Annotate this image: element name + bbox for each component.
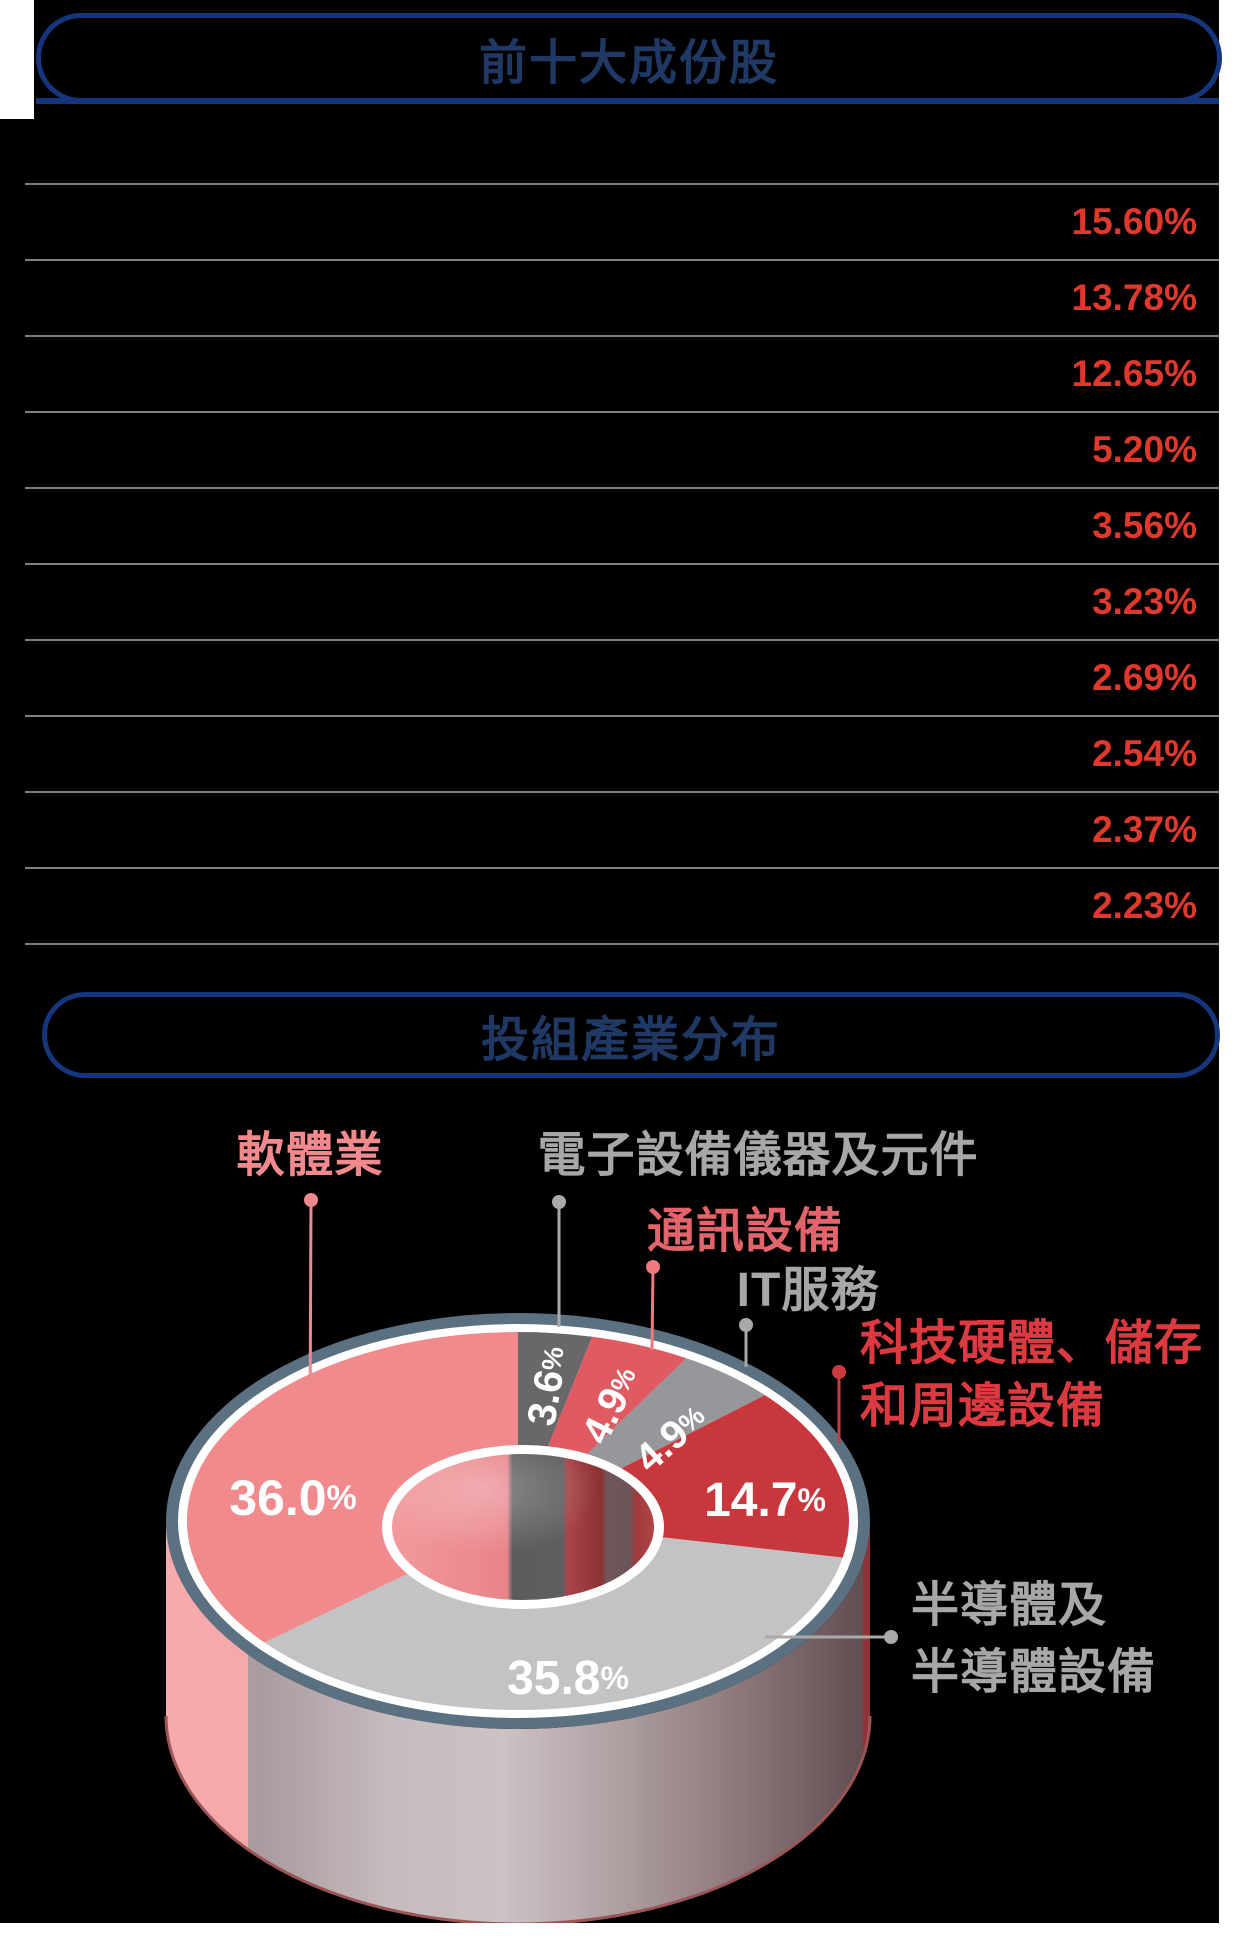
table-row: 2.37%: [25, 791, 1219, 867]
slice-software: [186, 1332, 518, 1643]
dot-semiconductors: [884, 1630, 898, 1644]
label-electronic-equipment: 電子設備儀器及元件: [537, 1129, 979, 1182]
value-semiconductors: 35.8%: [507, 1652, 629, 1705]
holding-weight: 2.69%: [1092, 657, 1197, 698]
holding-weight: 2.23%: [1092, 885, 1197, 926]
table-row: 12.65%: [25, 335, 1219, 411]
holdings-header-underline: [36, 98, 1219, 104]
table-row: 13.78%: [25, 259, 1219, 335]
table-row: 5.20%: [25, 411, 1219, 487]
table-row: 2.54%: [25, 715, 1219, 791]
table-row: 3.56%: [25, 487, 1219, 563]
leader-communications-equipment: [650, 1266, 655, 1351]
value-electronic-equipment: 3.6%: [519, 1343, 576, 1429]
holding-weight: 12.65%: [1071, 353, 1198, 394]
dot-software: [304, 1193, 318, 1207]
dot-electronic-equipment: [552, 1195, 566, 1209]
value-tech-hardware: 14.7%: [704, 1474, 826, 1527]
holding-weight: 2.54%: [1092, 733, 1197, 774]
holding-weight: 3.56%: [1092, 505, 1197, 546]
label-communications-equipment: 通訊設備: [646, 1205, 844, 1258]
donut-hole-highlight: [392, 1454, 654, 1600]
label-semiconductors-line1: 半導體及: [911, 1579, 1108, 1632]
donut-bottom-edge: [164, 1715, 872, 1923]
table-row: 2.69%: [25, 639, 1219, 715]
label-semiconductors-line2: 半導體設備: [911, 1646, 1157, 1699]
dot-it-services: [739, 1318, 753, 1332]
label-tech-hardware-line1: 科技硬體、儲存: [860, 1317, 1204, 1370]
holding-weight: 3.23%: [1092, 581, 1197, 622]
slice-semiconductors: [264, 1521, 843, 1711]
holding-weight: 2.37%: [1092, 809, 1197, 850]
label-software: 軟體業: [236, 1129, 384, 1182]
label-it-services: IT服務: [736, 1264, 880, 1317]
section-industry-header: 投組產業分布: [42, 992, 1220, 1078]
page-margin-notch: [0, 0, 34, 119]
value-software: 36.0%: [229, 1470, 357, 1526]
holding-weight: 5.20%: [1092, 429, 1197, 470]
table-bottom-rule: [25, 943, 1219, 945]
industry-title: 投組產業分布: [480, 1014, 781, 1067]
dot-communications-equipment: [646, 1260, 660, 1274]
callout-dots: [304, 1193, 898, 1644]
label-tech-hardware-line2: 和周邊設備: [860, 1380, 1106, 1433]
holding-weight: 13.78%: [1071, 277, 1198, 318]
holding-weight: 15.60%: [1071, 201, 1198, 242]
dot-tech-hardware: [832, 1365, 846, 1379]
holdings-title: 前十大成份股: [478, 37, 779, 90]
label-semiconductors: 半導體及 半導體設備: [911, 1572, 1156, 1706]
table-row: 15.60%: [25, 183, 1219, 259]
callout-leaders: [308, 1199, 891, 1639]
donut-side: [164, 1521, 872, 1923]
table-row: 2.23%: [25, 867, 1219, 943]
table-row: 3.23%: [25, 563, 1219, 639]
industry-donut-chart: 36.0% 3.6% 4.9% 4.9% 14.7% 35.8%: [164, 1193, 898, 1923]
holdings-table: 15.60% 13.78% 12.65% 5.20% 3.56% 3.23% 2…: [25, 183, 1219, 945]
section-holdings-header: 前十大成份股: [36, 13, 1222, 103]
label-tech-hardware: 科技硬體、儲存 和周邊設備: [860, 1312, 1203, 1438]
leader-software: [308, 1199, 313, 1431]
